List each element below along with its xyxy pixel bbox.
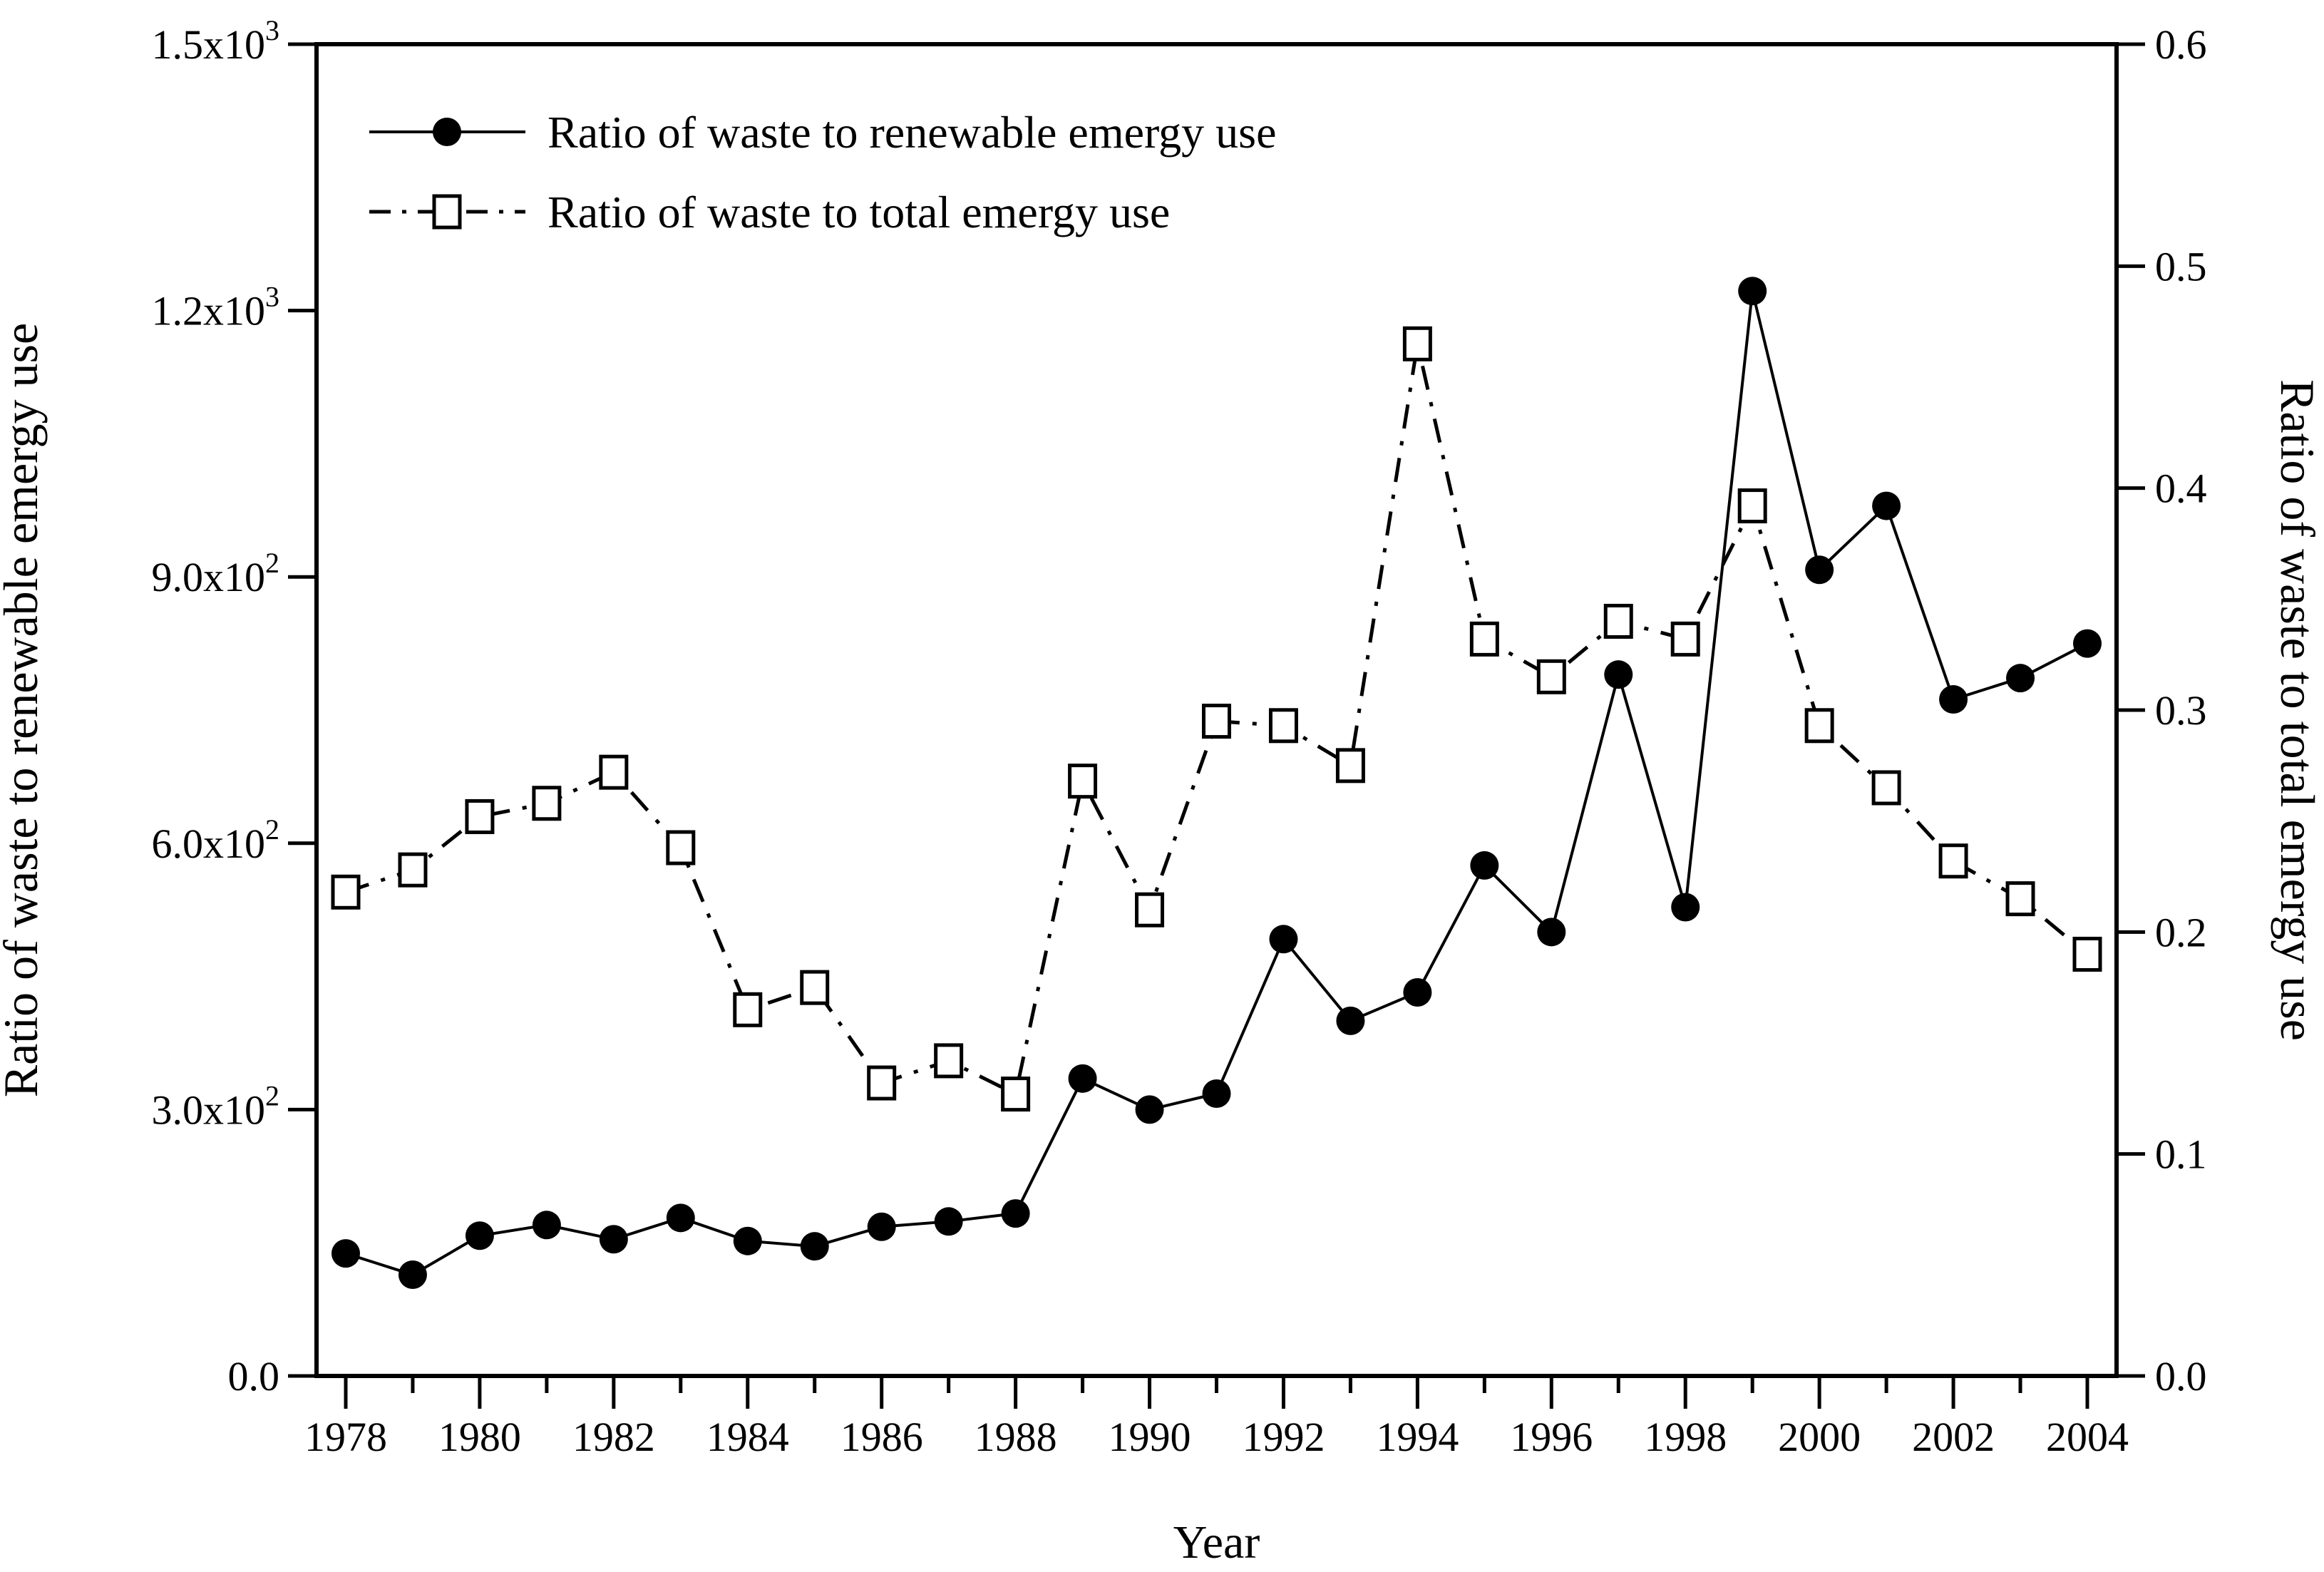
data-point-filled-circle	[1068, 1064, 1097, 1093]
x-axis-tick-label: 1998	[1644, 1414, 1727, 1460]
x-axis-tick-label: 1978	[304, 1414, 387, 1460]
data-point-open-square	[1670, 621, 1700, 657]
data-point-filled-circle	[1202, 1079, 1231, 1108]
data-point-open-square	[934, 1043, 964, 1079]
legend-marker-open-square	[432, 194, 462, 230]
data-point-filled-circle	[1671, 893, 1700, 922]
data-point-open-square	[733, 992, 763, 1027]
x-axis-tick-label: 2004	[2046, 1414, 2129, 1460]
x-axis-title: Year	[1173, 1516, 1260, 1568]
data-point-open-square	[1469, 621, 1499, 657]
data-point-filled-circle	[1939, 685, 1968, 714]
data-point-filled-circle	[465, 1221, 494, 1250]
data-point-open-square	[2072, 936, 2102, 972]
data-point-open-square	[1536, 659, 1566, 694]
data-point-open-square	[1135, 892, 1165, 928]
data-point-open-square	[1603, 603, 1633, 639]
data-point-filled-circle	[800, 1232, 829, 1261]
data-point-filled-circle	[2006, 664, 2035, 693]
left-axis-title: Ratio of waste to renewable emergy use	[0, 323, 48, 1097]
data-point-filled-circle	[1805, 555, 1834, 585]
data-point-open-square	[1871, 770, 1901, 806]
data-point-open-square	[666, 830, 696, 865]
data-point-open-square	[1402, 326, 1432, 361]
data-point-filled-circle	[1537, 918, 1566, 947]
right-axis-tick-label: 0.5	[2155, 243, 2207, 289]
data-point-filled-circle	[1738, 277, 1767, 306]
data-point-filled-circle	[666, 1203, 695, 1233]
data-point-filled-circle	[733, 1226, 762, 1255]
legend-label: Ratio of waste to renewable emergy use	[547, 107, 1276, 158]
data-point-filled-circle	[599, 1225, 628, 1254]
right-axis-tick-label: 0.0	[2155, 1353, 2207, 1399]
data-point-open-square	[398, 852, 428, 888]
data-point-open-square	[1202, 704, 1231, 739]
data-point-open-square	[1737, 488, 1767, 524]
left-axis-tick-label: 1.5x103	[152, 14, 280, 68]
data-point-open-square	[1938, 843, 1968, 879]
data-point-open-square	[1268, 708, 1298, 744]
data-point-open-square	[532, 786, 562, 821]
x-axis-tick-label: 1994	[1376, 1414, 1459, 1460]
x-axis-tick-label: 1982	[572, 1414, 655, 1460]
x-axis-tick-label: 2000	[1778, 1414, 1861, 1460]
left-axis-tick-label: 9.0x102	[152, 547, 280, 600]
data-point-filled-circle	[1269, 925, 1298, 954]
left-axis-tick-label: 1.2x103	[152, 281, 280, 334]
data-point-open-square	[800, 970, 830, 1005]
right-axis-tick-label: 0.1	[2155, 1131, 2207, 1178]
data-point-open-square	[465, 798, 495, 834]
data-point-filled-circle	[1403, 978, 1432, 1007]
data-point-open-square	[1001, 1077, 1031, 1112]
right-axis-title: Ratio of waste to total emergy use	[2271, 379, 2324, 1041]
data-point-filled-circle	[331, 1239, 360, 1268]
data-point-filled-circle	[1336, 1006, 1365, 1035]
left-axis-tick-label: 0.0	[228, 1353, 280, 1399]
right-axis-tick-label: 0.4	[2155, 466, 2207, 512]
data-point-open-square	[1804, 708, 1834, 744]
data-point-open-square	[2005, 881, 2035, 917]
data-point-filled-circle	[1872, 491, 1901, 520]
left-axis-tick-label: 3.0x102	[152, 1079, 280, 1133]
data-point-filled-circle	[1470, 851, 1499, 880]
data-point-open-square	[1068, 764, 1098, 799]
x-axis-tick-label: 1990	[1109, 1414, 1191, 1460]
data-point-filled-circle	[398, 1260, 427, 1290]
legend-label: Ratio of waste to total emergy use	[547, 187, 1170, 237]
data-point-filled-circle	[1604, 660, 1633, 689]
x-axis-tick-label: 1980	[438, 1414, 521, 1460]
data-point-open-square	[867, 1065, 897, 1101]
data-point-open-square	[331, 874, 361, 910]
data-point-filled-circle	[2073, 629, 2102, 658]
right-axis-tick-label: 0.2	[2155, 909, 2207, 955]
left-axis-tick-label: 6.0x102	[152, 813, 280, 867]
x-axis-tick-label: 1992	[1242, 1414, 1325, 1460]
x-axis-tick-label: 1984	[706, 1414, 789, 1460]
x-axis-tick-label: 2002	[1912, 1414, 1995, 1460]
data-point-filled-circle	[934, 1207, 963, 1236]
data-point-open-square	[1335, 748, 1365, 784]
x-axis-tick-label: 1988	[975, 1414, 1057, 1460]
right-axis-tick-label: 0.6	[2155, 21, 2207, 68]
data-point-filled-circle	[1135, 1095, 1164, 1124]
right-axis-tick-label: 0.3	[2155, 687, 2207, 734]
legend-marker-filled-circle	[433, 118, 461, 146]
data-point-filled-circle	[867, 1212, 896, 1241]
data-point-open-square	[599, 754, 629, 790]
x-axis-tick-label: 1986	[840, 1414, 923, 1460]
data-point-filled-circle	[1001, 1199, 1030, 1228]
x-axis-tick-label: 1996	[1510, 1414, 1593, 1460]
data-point-filled-circle	[532, 1211, 561, 1240]
